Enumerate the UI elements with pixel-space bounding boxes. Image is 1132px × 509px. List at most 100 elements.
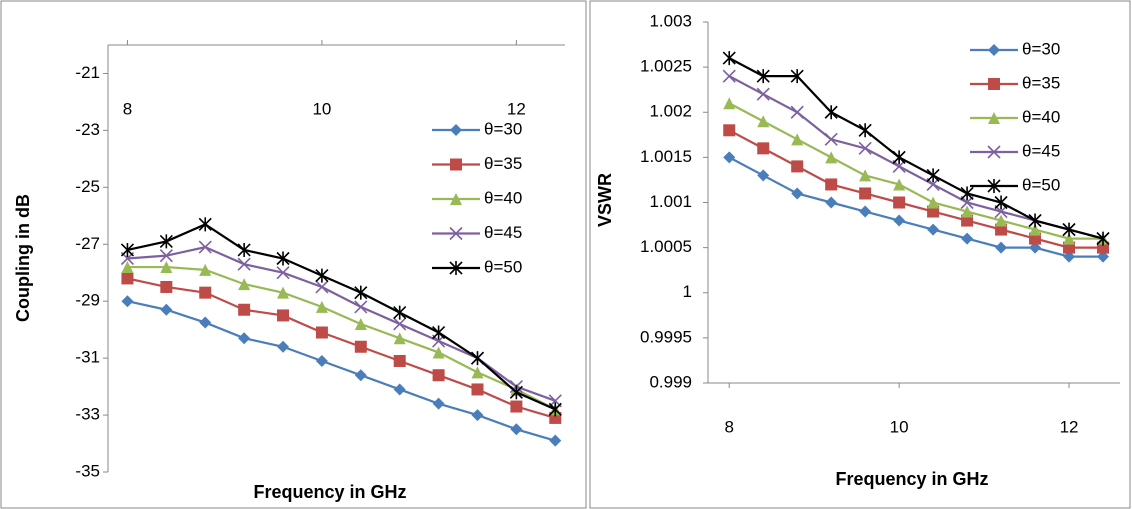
legend-label: θ=45 <box>1022 141 1060 160</box>
marker <box>315 280 329 294</box>
marker <box>1062 222 1076 237</box>
marker <box>160 303 173 316</box>
marker <box>859 205 872 218</box>
y-tick-label: -31 <box>75 348 100 367</box>
marker <box>510 423 523 436</box>
marker <box>1029 241 1042 254</box>
marker <box>354 285 368 300</box>
marker <box>927 196 940 209</box>
marker <box>757 169 770 182</box>
marker <box>471 366 484 379</box>
marker <box>722 69 736 83</box>
x-tick-label: 12 <box>1060 417 1079 436</box>
marker <box>961 214 974 227</box>
marker <box>859 187 872 200</box>
marker <box>1063 232 1076 245</box>
marker <box>825 178 838 191</box>
y-tick-label: 0.9995 <box>640 327 692 346</box>
series-line <box>728 102 1104 240</box>
y-tick-label: 1.001 <box>649 192 692 211</box>
marker <box>723 124 736 137</box>
legend-marker <box>987 145 1001 159</box>
series-line <box>127 277 556 419</box>
marker <box>121 272 134 285</box>
marker <box>892 150 906 165</box>
legend-label: θ=45 <box>484 223 522 242</box>
marker <box>160 261 173 274</box>
marker <box>315 326 328 339</box>
marker <box>199 286 212 299</box>
legend-marker <box>450 193 462 205</box>
y-tick-label: -35 <box>75 461 100 480</box>
marker <box>276 251 290 266</box>
y-tick-label: 1.003 <box>649 11 692 30</box>
marker <box>858 123 872 138</box>
marker <box>393 332 406 345</box>
legend-marker <box>988 112 1000 124</box>
marker <box>995 214 1008 227</box>
marker <box>1096 231 1110 246</box>
legend-marker <box>987 179 1001 193</box>
marker <box>893 178 906 191</box>
marker <box>1097 241 1110 254</box>
marker <box>238 303 251 316</box>
marker <box>121 261 134 274</box>
y-tick-label: 1.002 <box>649 102 692 121</box>
marker <box>960 186 974 201</box>
series-line <box>127 223 556 411</box>
marker <box>198 217 212 232</box>
marker <box>893 196 906 209</box>
x-tick-label: 10 <box>312 99 331 118</box>
marker <box>238 332 251 345</box>
marker <box>277 340 290 353</box>
marker <box>198 240 212 254</box>
marker <box>1063 250 1076 263</box>
marker <box>470 351 485 366</box>
marker <box>277 286 290 299</box>
marker <box>994 195 1008 210</box>
legend-label: θ=50 <box>1022 175 1060 194</box>
legend-marker <box>450 124 462 136</box>
legend-label: θ=50 <box>484 257 522 276</box>
legend-label: θ=35 <box>1022 73 1060 92</box>
legend-label: θ=35 <box>484 154 522 173</box>
x-tick-label: 8 <box>123 99 132 118</box>
marker <box>757 115 770 128</box>
y-axis-label: Coupling in dB <box>13 194 33 322</box>
y-tick-label: -23 <box>75 120 100 139</box>
marker <box>824 105 838 120</box>
legend-label: θ=30 <box>484 119 522 138</box>
legend-label: θ=40 <box>1022 107 1060 126</box>
marker <box>432 369 445 382</box>
marker <box>159 249 173 263</box>
marker <box>1029 232 1042 245</box>
marker <box>315 354 328 367</box>
x-axis-label: Frequency in GHz <box>835 469 988 489</box>
marker <box>1063 241 1076 254</box>
panel-frame <box>589 0 1131 509</box>
marker <box>393 317 407 331</box>
marker <box>926 168 940 183</box>
marker <box>927 223 940 236</box>
marker <box>756 87 770 101</box>
marker <box>160 280 173 293</box>
marker <box>237 242 251 257</box>
marker <box>471 409 484 422</box>
marker <box>354 300 368 314</box>
marker <box>121 295 134 308</box>
marker <box>509 385 523 400</box>
marker <box>722 51 736 66</box>
marker <box>199 316 212 329</box>
series-line <box>728 57 1104 240</box>
marker <box>790 105 804 119</box>
panel-frame <box>0 0 587 509</box>
y-tick-label: -33 <box>75 405 100 424</box>
y-tick-label: -21 <box>75 63 100 82</box>
marker <box>393 383 406 396</box>
legend-marker <box>450 158 462 171</box>
y-tick-label: 1.0015 <box>640 147 692 166</box>
marker <box>1029 223 1042 236</box>
marker <box>159 234 173 249</box>
marker <box>548 402 562 417</box>
marker <box>825 196 838 209</box>
